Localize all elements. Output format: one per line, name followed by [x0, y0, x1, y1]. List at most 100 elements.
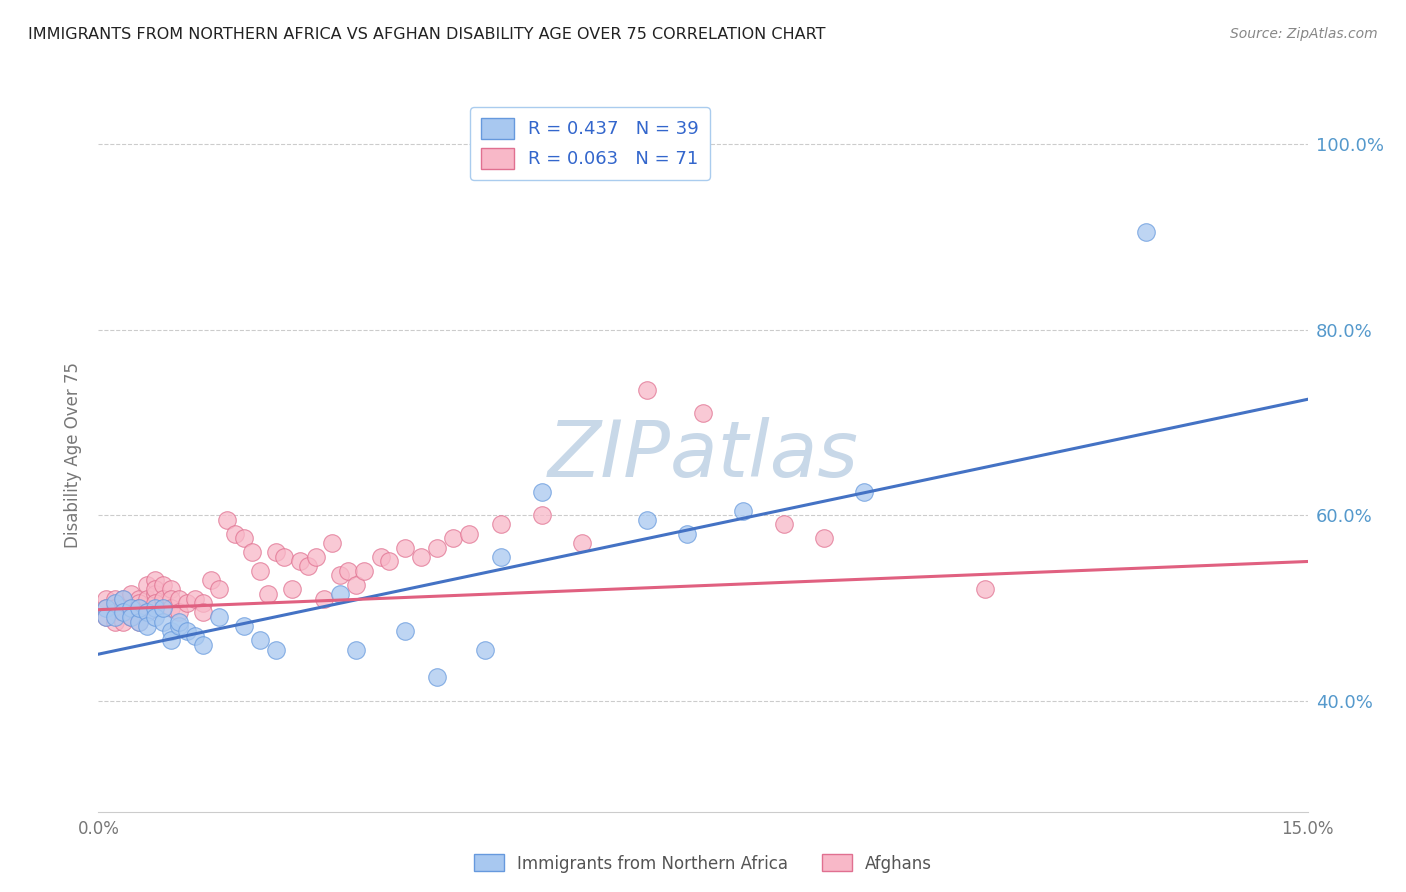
Point [193, 596, 215, 610]
Point [329, 587, 352, 601]
Point [143, 587, 166, 601]
Point [281, 582, 304, 597]
Point [1135, 226, 1157, 240]
Point [128, 615, 150, 629]
Point [240, 545, 263, 559]
Point [143, 610, 166, 624]
Point [111, 600, 134, 615]
Point [160, 633, 183, 648]
Point [120, 610, 142, 624]
Point [160, 624, 183, 638]
Point [184, 591, 207, 606]
Point [974, 582, 997, 597]
Point [224, 526, 246, 541]
Point [96, 610, 118, 624]
Point [288, 554, 311, 568]
Point [314, 591, 336, 606]
Point [264, 642, 287, 657]
Point [273, 549, 295, 564]
Point [636, 513, 658, 527]
Point [176, 624, 198, 638]
Point [128, 615, 150, 629]
Point [193, 606, 215, 620]
Point [111, 606, 134, 620]
Point [167, 619, 190, 633]
Point [353, 564, 375, 578]
Point [96, 600, 118, 615]
Point [167, 606, 190, 620]
Point [377, 554, 399, 568]
Point [152, 577, 174, 591]
Point [120, 600, 142, 615]
Point [103, 615, 125, 629]
Point [232, 619, 254, 633]
Point [167, 591, 190, 606]
Text: Source: ZipAtlas.com: Source: ZipAtlas.com [1230, 27, 1378, 41]
Point [135, 619, 157, 633]
Point [208, 610, 231, 624]
Point [264, 545, 287, 559]
Point [103, 591, 125, 606]
Point [103, 606, 125, 620]
Point [96, 610, 118, 624]
Point [853, 485, 876, 500]
Point [152, 600, 174, 615]
Point [344, 642, 367, 657]
Point [394, 541, 416, 555]
Point [128, 591, 150, 606]
Point [329, 568, 352, 582]
Point [394, 624, 416, 638]
Point [370, 549, 392, 564]
Point [135, 591, 157, 606]
Point [337, 564, 360, 578]
Point [676, 526, 699, 541]
Point [571, 536, 593, 550]
Point [103, 600, 125, 615]
Point [256, 587, 278, 601]
Point [143, 573, 166, 587]
Point [96, 591, 118, 606]
Point [772, 517, 794, 532]
Point [152, 615, 174, 629]
Point [474, 642, 496, 657]
Point [103, 610, 125, 624]
Point [120, 610, 142, 624]
Point [143, 582, 166, 597]
Point [426, 670, 449, 684]
Point [143, 600, 166, 615]
Point [232, 532, 254, 546]
Point [160, 600, 183, 615]
Point [135, 577, 157, 591]
Legend: R = 0.437   N = 39, R = 0.063   N = 71: R = 0.437 N = 39, R = 0.063 N = 71 [470, 107, 710, 179]
Point [426, 541, 449, 555]
Y-axis label: Disability Age Over 75: Disability Age Over 75 [65, 362, 83, 548]
Point [111, 606, 134, 620]
Point [321, 536, 343, 550]
Point [193, 638, 215, 652]
Point [491, 517, 513, 532]
Point [152, 591, 174, 606]
Point [297, 559, 319, 574]
Point [217, 513, 239, 527]
Point [111, 615, 134, 629]
Point [103, 596, 125, 610]
Point [167, 615, 190, 629]
Point [813, 532, 835, 546]
Point [249, 633, 271, 648]
Point [636, 383, 658, 397]
Point [160, 582, 183, 597]
Point [441, 532, 464, 546]
Point [692, 406, 714, 420]
Point [530, 485, 553, 500]
Point [184, 629, 207, 643]
Point [458, 526, 481, 541]
Point [305, 549, 328, 564]
Point [128, 600, 150, 615]
Point [176, 596, 198, 610]
Point [128, 600, 150, 615]
Point [111, 591, 134, 606]
Point [530, 508, 553, 523]
Point [128, 596, 150, 610]
Point [143, 596, 166, 610]
Text: IMMIGRANTS FROM NORTHERN AFRICA VS AFGHAN DISABILITY AGE OVER 75 CORRELATION CHA: IMMIGRANTS FROM NORTHERN AFRICA VS AFGHA… [28, 27, 825, 42]
